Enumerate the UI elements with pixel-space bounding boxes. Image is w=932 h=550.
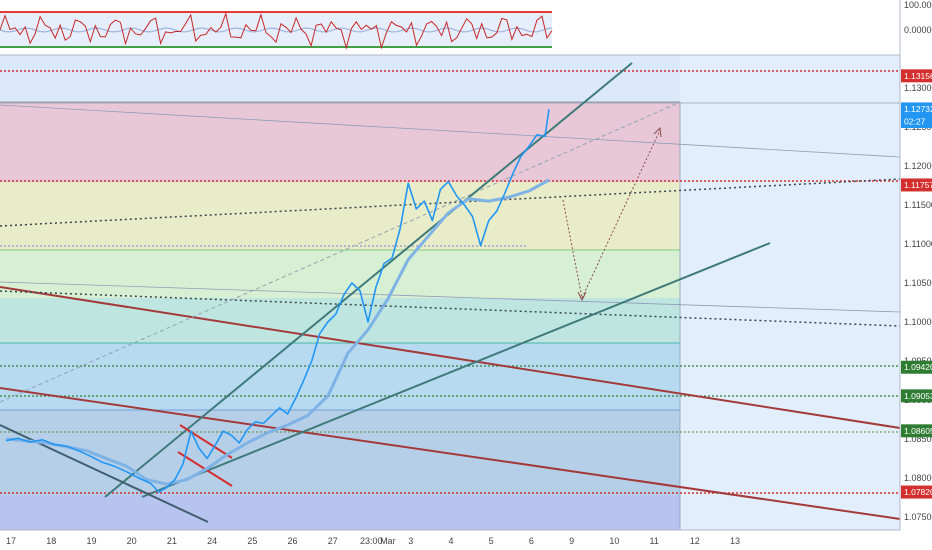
ascending-channel-upper: [104, 62, 633, 498]
x-tick-label: 4: [448, 536, 453, 546]
price-label-box: [901, 115, 932, 129]
x-tick-label: 18: [46, 536, 56, 546]
price-line: [5, 108, 550, 493]
faint-trend-1: [0, 104, 901, 158]
x-tick-label: 9: [569, 536, 574, 546]
price-label-box: [901, 178, 932, 192]
x-tick-label: 26: [288, 536, 298, 546]
x-tick-label: 27: [328, 536, 338, 546]
price-tick-label: 1.13000: [904, 83, 932, 93]
price-label-box: [901, 69, 932, 83]
price-label-box: [901, 485, 932, 499]
x-tick-label: 6: [529, 536, 534, 546]
fibonacci-zones: [0, 55, 900, 530]
red-channel-upper: [0, 286, 901, 429]
red-channel-lower: [0, 387, 901, 520]
price-label-box: [901, 102, 932, 116]
dashed-projection: [0, 102, 679, 403]
price-label: 1.11757: [904, 180, 932, 190]
x-tick-label: 11: [650, 536, 659, 546]
price-label: 1.09420: [904, 362, 932, 372]
x-tick-label: 23:00: [360, 536, 383, 546]
x-tick-label: 24: [207, 536, 217, 546]
x-tick-label: 21: [167, 536, 177, 546]
projection-arrow-head-2: [653, 126, 662, 138]
price-tick-label: 1.12000: [904, 161, 932, 171]
price-tick-label: 1.10000: [904, 317, 932, 327]
price-label: 1.12732: [904, 104, 932, 114]
price-tick-label: 1.11500: [904, 200, 932, 210]
price-label-box: [901, 360, 932, 374]
x-tick-label: 25: [247, 536, 257, 546]
price-tick-label: 1.11000: [904, 239, 932, 249]
dotted-trend-upper: [0, 178, 901, 227]
price-label: 1.09053: [904, 391, 932, 401]
faint-trend-2: [0, 281, 901, 313]
indicator-tick-label: 0.00000: [904, 25, 932, 35]
price-label: 1.07820: [904, 487, 932, 497]
projection-arrow: [562, 129, 661, 300]
price-label-box: [901, 424, 932, 438]
x-tick-label: 12: [690, 536, 700, 546]
dotted-trend-lower: [0, 290, 901, 327]
projection-arrow-head-1: [577, 291, 587, 302]
price-label: 02:27: [904, 117, 926, 127]
x-tick-label: 13: [730, 536, 740, 546]
price-tick-label: 1.08000: [904, 473, 932, 483]
price-tick-label: 1.10500: [904, 278, 932, 288]
indicator-oscillator-line: [0, 11, 553, 50]
price-tick-label: 1.07500: [904, 512, 932, 522]
x-tick-label: 5: [489, 536, 494, 546]
indicator-tick-label: 100.00000: [904, 0, 932, 10]
price-tick-label: 1.08500: [904, 434, 932, 444]
flag-upper: [179, 424, 233, 459]
indicator-pane: [0, 0, 900, 55]
moving-average-line: [5, 178, 550, 486]
ascending-support: [141, 242, 771, 498]
horizontal-levels: [0, 70, 900, 494]
x-tick-label: 10: [609, 536, 619, 546]
price-label: 1.13156: [904, 71, 932, 81]
x-tick-label: 3: [408, 536, 413, 546]
price-label: 1.08605: [904, 426, 932, 436]
x-tick-label: 20: [127, 536, 137, 546]
series-layer: [5, 108, 550, 493]
price-label-box: [901, 389, 932, 403]
x-tick-label: 19: [86, 536, 96, 546]
x-tick-label: 17: [6, 536, 16, 546]
trendlines: [0, 62, 901, 523]
x-tick-label: Mar: [380, 536, 396, 546]
